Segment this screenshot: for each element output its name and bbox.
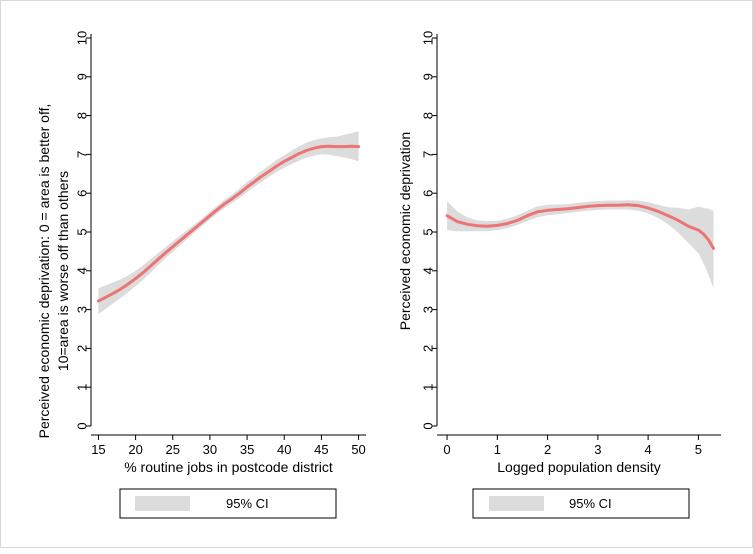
- y-tick-label: 7: [421, 151, 436, 158]
- y-tick-label: 1: [75, 384, 90, 391]
- x-tick-label: 4: [644, 442, 651, 457]
- x-tick-label: 30: [203, 442, 217, 457]
- x-tick-label: 2: [544, 442, 551, 457]
- y-tick-label: 5: [421, 228, 436, 235]
- x-tick-label: 50: [351, 442, 365, 457]
- y-tick-label: 9: [421, 73, 436, 80]
- y-axis-label: Perceived economic deprivation: 0 = area…: [36, 104, 52, 439]
- y-tick-label: 8: [75, 112, 90, 119]
- y-tick-label: 1: [421, 384, 436, 391]
- y-tick-label: 6: [75, 190, 90, 197]
- y-tick-label: 6: [421, 190, 436, 197]
- y-tick-label: 8: [421, 112, 436, 119]
- x-tick-label: 40: [277, 442, 291, 457]
- legend-swatch: [135, 496, 190, 511]
- y-tick-label: 0: [421, 422, 436, 429]
- ci-band: [447, 200, 714, 289]
- fitted-line: [96, 144, 361, 303]
- y-tick-label: 3: [421, 306, 436, 313]
- y-axis-label: Perceived economic deprivation: [397, 132, 413, 330]
- y-tick-label: 9: [75, 73, 90, 80]
- x-tick-label: 15: [91, 442, 105, 457]
- y-tick-label: 0: [75, 422, 90, 429]
- x-tick-label: 3: [594, 442, 601, 457]
- y-tick-label: 2: [421, 345, 436, 352]
- x-tick-label: 0: [443, 442, 450, 457]
- x-tick-label: 5: [695, 442, 702, 457]
- ci-band: [98, 131, 359, 315]
- legend: 95% CI: [119, 488, 337, 519]
- legend-label: 95% CI: [226, 496, 269, 511]
- x-tick-label: 35: [240, 442, 254, 457]
- x-axis-label: Logged population density: [497, 459, 660, 475]
- legend: 95% CI: [472, 488, 690, 519]
- y-tick-label: 2: [75, 345, 90, 352]
- y-axis-label-line2: 10=area is worse off than others: [55, 171, 71, 371]
- y-tick-label: 4: [75, 267, 90, 274]
- x-tick-label: 45: [314, 442, 328, 457]
- legend-label: 95% CI: [569, 496, 612, 511]
- fitted-line: [445, 203, 715, 250]
- x-axis-label: % routine jobs in postcode district: [124, 459, 333, 475]
- y-tick-label: 4: [421, 267, 436, 274]
- x-tick-label: 20: [128, 442, 142, 457]
- x-tick-label: 25: [166, 442, 180, 457]
- y-tick-label: 10: [421, 31, 436, 45]
- y-tick-label: 7: [75, 151, 90, 158]
- y-tick-label: 5: [75, 228, 90, 235]
- y-tick-label: 10: [75, 31, 90, 45]
- x-tick-label: 1: [494, 442, 501, 457]
- y-tick-label: 3: [75, 306, 90, 313]
- legend-swatch: [489, 496, 544, 511]
- panel-right: 0 1 2 3 4 5 6 7 8 9 10 0 1 2 3 4 5 Logged population dens…: [397, 31, 721, 519]
